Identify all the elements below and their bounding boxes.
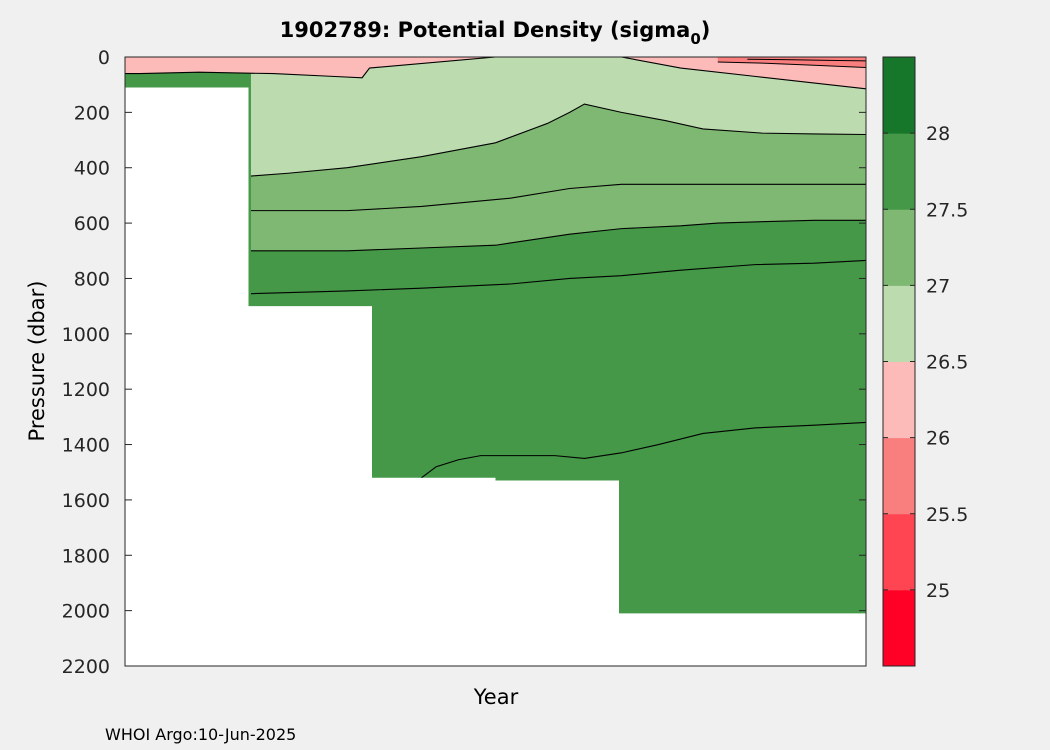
isopycnal-line-5 (250, 259, 866, 295)
y-tick-label: 2000 (62, 601, 110, 623)
colorbar-tick-label: 26.5 (926, 352, 968, 374)
isopycnal-line-2 (250, 103, 866, 177)
chart-title-subscript: 0 (690, 30, 700, 48)
y-tick-label: 2200 (62, 656, 110, 678)
footer-credit: WHOI Argo:10-Jun-2025 (105, 725, 297, 744)
y-tick-label: 1000 (62, 324, 110, 346)
y-tick-label: 200 (74, 102, 110, 124)
colorbar-segment (883, 513, 915, 591)
y-tick-label: 1800 (62, 545, 110, 567)
colorbar-tick-label: 27 (926, 275, 950, 297)
isopycnal-line-0 (125, 57, 866, 79)
colorbar-segment (883, 133, 915, 210)
chart-title-main: 1902789: Potential Density (sigma (280, 18, 691, 42)
y-tick-label: 1200 (62, 379, 110, 401)
y-tick-label: 400 (74, 158, 110, 180)
band-26.5-27 (250, 57, 866, 177)
y-tick-label: 600 (74, 213, 110, 235)
colorbar-tick-label: 25.5 (926, 504, 968, 526)
plot-area (125, 57, 866, 666)
isopycnal-surface-line-1 (747, 58, 866, 62)
band-26-26.5 (125, 57, 866, 78)
axes-box (124, 56, 867, 667)
isopycnal-surface-line-0 (717, 61, 866, 69)
colorbar-segment (883, 57, 915, 134)
colorbar-segment (883, 589, 915, 667)
axes: 0 200 400 600 800 1000 1200 1400 1600 1800 2000 220… (62, 47, 867, 678)
x-axis-label: Year (473, 685, 519, 709)
colorbar-segment (883, 437, 915, 515)
isopycnal-line-4 (250, 219, 866, 252)
colorbar-tick-label: 28 (926, 123, 950, 145)
y-tick-label: 1400 (62, 435, 110, 457)
chart-title: 1902789: Potential Density (sigma0) (280, 18, 711, 48)
colorbar-segment (883, 209, 915, 286)
y-tick-label: 800 (74, 268, 110, 290)
colorbar: 25 25.5 26 26.5 27 27.5 28 (882, 56, 968, 667)
chart-title-close: ) (701, 18, 711, 42)
colorbar-segment (883, 361, 915, 439)
y-tick-label: 1600 (62, 490, 110, 512)
isopycnal-line-1 (621, 57, 866, 90)
y-axis-label: Pressure (dbar) (25, 281, 49, 442)
isopycnal-line-6 (421, 421, 866, 479)
colorbar-segment (883, 285, 915, 362)
isopycnal-line-3 (250, 183, 866, 212)
colorbar-tick-label: 25 (926, 580, 950, 602)
y-tick-label: 0 (98, 47, 110, 69)
colorbar-tick-label: 26 (926, 428, 950, 450)
colorbar-tick-label: 27.5 (926, 199, 968, 221)
band-surface-layer-1 (747, 57, 866, 61)
